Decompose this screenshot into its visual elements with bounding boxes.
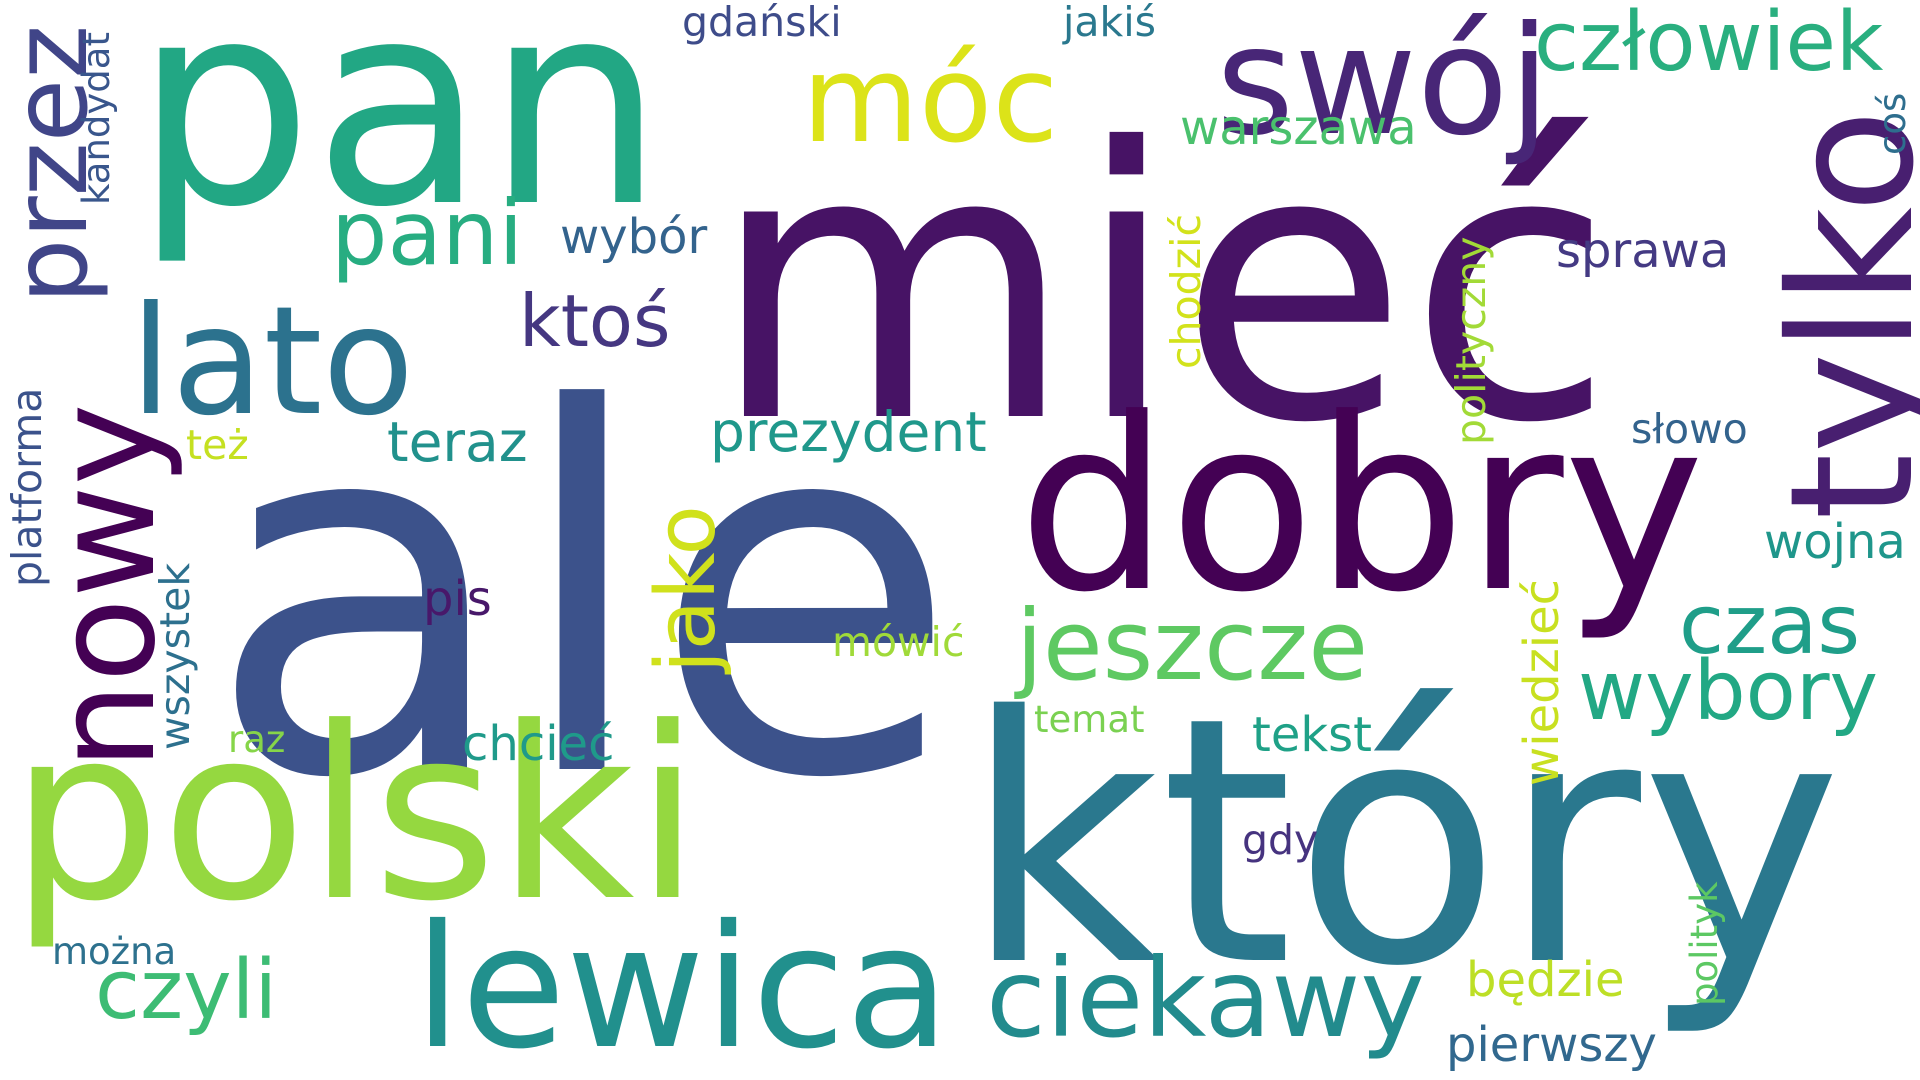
word-tylko: tylko — [1754, 109, 1920, 520]
word-warszawa: warszawa — [1180, 100, 1417, 156]
word-polski: polski — [10, 677, 701, 954]
word-polityk: polityk — [1683, 881, 1726, 1006]
word-tekst: tekst — [1252, 707, 1372, 763]
word-ale: ale — [206, 305, 959, 887]
word-ktos: ktoś — [519, 279, 671, 363]
word-gdanski: gdański — [682, 0, 842, 46]
word-pierwszy: pierwszy — [1446, 1017, 1657, 1073]
word-pani: pani — [331, 181, 524, 285]
word-wybory: wybory — [1578, 644, 1879, 739]
word-lato: lato — [130, 275, 415, 449]
word-moc: móc — [802, 31, 1059, 170]
word-lewica: lewica — [414, 889, 950, 1080]
word-ktory: który — [963, 645, 1843, 1041]
word-raz: raz — [228, 718, 286, 761]
word-chciec: chcieć — [462, 716, 615, 772]
word-dobry: dobry — [1018, 368, 1705, 645]
word-czas: czas — [1679, 578, 1861, 673]
word-slowo: słowo — [1631, 405, 1748, 453]
word-jeszcze: jeszcze — [1016, 589, 1369, 702]
word-ciekawy: ciekawy — [986, 935, 1425, 1062]
word-wszystek: wszystek — [151, 562, 199, 750]
word-mowic: mówić — [832, 618, 965, 666]
word-gdy: gdy — [1242, 816, 1319, 864]
word-czlowiek: człowiek — [1534, 0, 1884, 90]
word-temat: temat — [1034, 698, 1145, 741]
word-czyli: czyli — [95, 943, 278, 1038]
word-wojna: wojna — [1764, 514, 1906, 570]
word-mozna: można — [52, 930, 177, 973]
word-chodzic: chodzić — [1162, 213, 1210, 369]
word-miec: mieć — [710, 70, 1614, 505]
word-bedzie: będzie — [1466, 952, 1625, 1008]
word-pan: pan — [134, 0, 665, 269]
word-sprawa: sprawa — [1556, 223, 1730, 279]
word-swoj: swój — [1216, 0, 1551, 169]
word-polityczny: polityczny — [1447, 236, 1495, 445]
word-prezydent: prezydent — [710, 400, 987, 464]
word-cos: coś — [1871, 92, 1914, 155]
word-jako: jako — [639, 505, 734, 673]
word-kandydat: kandydat — [75, 32, 118, 205]
word-teraz: teraz — [387, 410, 528, 474]
word-platforma: platforma — [3, 387, 51, 587]
word-wybor: wybór — [560, 209, 708, 265]
word-tez: też — [186, 421, 249, 469]
word-pis: pis — [423, 571, 492, 627]
word-wiedziec: wiedzieć — [1514, 578, 1570, 786]
word-jakis: jakiś — [1063, 0, 1157, 46]
